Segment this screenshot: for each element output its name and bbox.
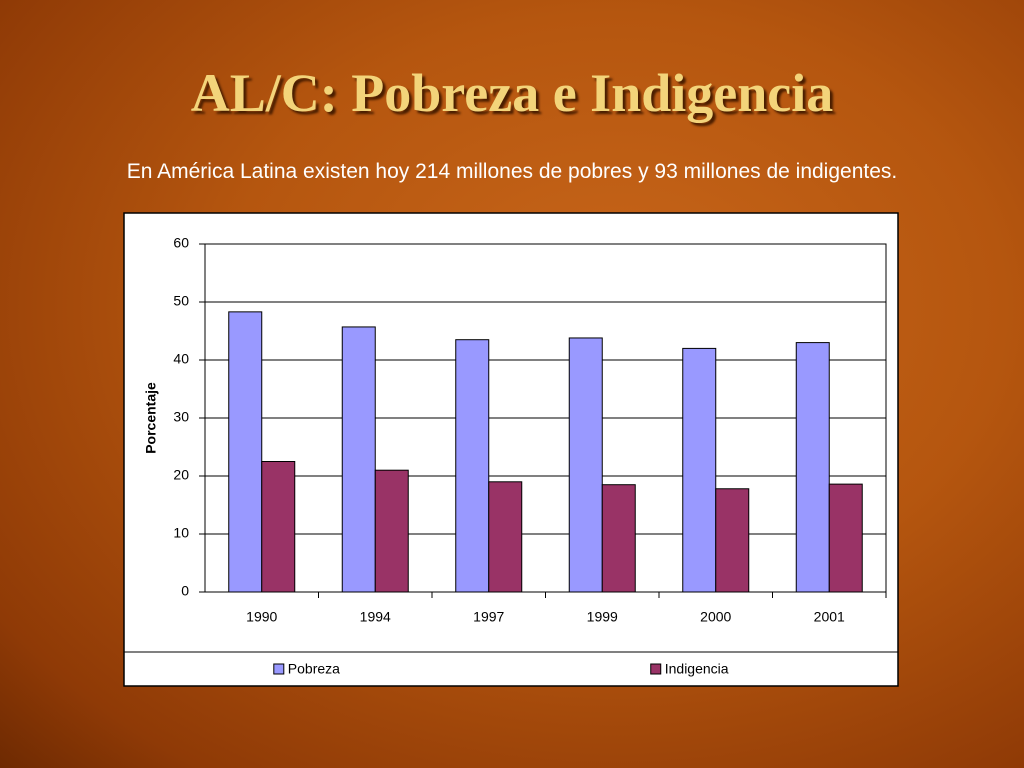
y-tick-label: 20 bbox=[173, 467, 189, 483]
x-tick-label: 1997 bbox=[473, 609, 504, 625]
bar bbox=[455, 339, 490, 593]
slide-subtitle: En América Latina existen hoy 214 millon… bbox=[126, 160, 898, 183]
y-tick-label: 40 bbox=[173, 351, 189, 367]
slide-title: AL/C: Pobreza e Indigencia bbox=[190, 63, 834, 123]
bar bbox=[374, 469, 409, 593]
legend-swatch bbox=[650, 663, 662, 675]
bar bbox=[488, 481, 523, 593]
bar bbox=[341, 326, 376, 593]
bar bbox=[228, 311, 263, 593]
x-tick-label: 1999 bbox=[587, 609, 618, 625]
bar bbox=[261, 461, 296, 593]
bar bbox=[828, 483, 863, 593]
bar bbox=[682, 347, 717, 593]
legend-swatch bbox=[273, 663, 285, 675]
bar bbox=[795, 342, 830, 593]
legend-label: Indigencia bbox=[665, 661, 729, 677]
y-tick-label: 50 bbox=[173, 293, 189, 309]
y-axis-label: Porcentaje bbox=[143, 382, 159, 454]
bar bbox=[601, 484, 636, 593]
bar bbox=[715, 488, 750, 593]
x-tick-label: 1994 bbox=[360, 609, 391, 625]
x-tick-label: 2001 bbox=[814, 609, 845, 625]
x-tick-label: 1990 bbox=[246, 609, 277, 625]
y-tick-label: 60 bbox=[173, 235, 189, 251]
x-tick-label: 2000 bbox=[700, 609, 731, 625]
bar bbox=[568, 337, 603, 593]
y-tick-label: 10 bbox=[173, 525, 189, 541]
legend-label: Pobreza bbox=[288, 661, 340, 677]
y-tick-label: 0 bbox=[181, 583, 189, 599]
y-tick-label: 30 bbox=[173, 409, 189, 425]
